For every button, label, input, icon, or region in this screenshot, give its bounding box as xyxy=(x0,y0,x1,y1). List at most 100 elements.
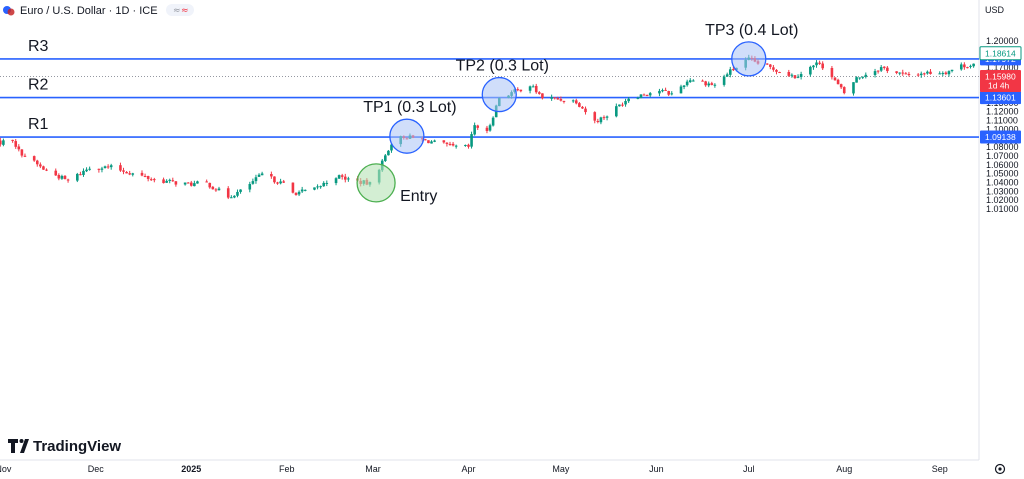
candle-down xyxy=(45,168,48,172)
candle-body xyxy=(938,73,942,75)
candle-body xyxy=(325,182,329,184)
candle-body xyxy=(337,175,341,179)
candle-down xyxy=(140,170,144,177)
candle-up xyxy=(858,77,861,80)
candle-body xyxy=(972,63,975,67)
candle-body xyxy=(602,117,606,119)
candle-down xyxy=(775,69,778,75)
tp-label: TP1 (0.3 Lot) xyxy=(363,99,456,116)
candle-body xyxy=(97,168,101,170)
candle-up xyxy=(688,78,692,83)
candle-body xyxy=(534,85,538,93)
candle-body xyxy=(488,125,492,131)
candle-body xyxy=(334,178,338,184)
candle-up xyxy=(297,190,301,197)
candle-body xyxy=(947,71,951,75)
candle-body xyxy=(707,83,711,86)
candle-down xyxy=(562,100,566,104)
candle-body xyxy=(485,127,489,131)
indicator-toggle-icon[interactable]: ≈ ≈ xyxy=(166,4,194,16)
candle-body xyxy=(454,145,458,147)
candle-body xyxy=(189,182,193,186)
candle-down xyxy=(442,140,446,144)
candle-body xyxy=(550,97,553,99)
candle-down xyxy=(11,139,14,143)
candle-body xyxy=(384,155,387,161)
candle-down xyxy=(171,177,175,182)
candle-down xyxy=(516,87,520,92)
candle-body xyxy=(618,104,621,107)
candle-up xyxy=(217,186,221,191)
candle-up xyxy=(491,116,495,127)
candle-up xyxy=(692,79,695,82)
candle-body xyxy=(658,90,661,94)
candle-up xyxy=(571,99,575,103)
candle-body xyxy=(100,168,104,170)
price-tick-label: 1.06000 xyxy=(986,160,1019,170)
candle-body xyxy=(143,175,147,177)
candle-body xyxy=(106,166,110,168)
candle-up xyxy=(196,180,199,184)
candle-body xyxy=(963,64,966,68)
time-tick-label: Dec xyxy=(88,464,105,474)
level-label-r2: R2 xyxy=(28,77,49,94)
price-tick-label: 1.11000 xyxy=(986,116,1018,126)
time-tick-label: May xyxy=(552,464,570,474)
candle-down xyxy=(966,66,969,69)
candle-down xyxy=(907,71,911,77)
candle-down xyxy=(876,70,880,74)
candle-body xyxy=(710,83,714,85)
candle-down xyxy=(772,65,775,72)
candle-up xyxy=(670,91,674,96)
candle-body xyxy=(183,182,187,185)
candle-body xyxy=(79,174,82,176)
candle-body xyxy=(929,71,932,74)
candle-down xyxy=(149,177,153,181)
candle-body xyxy=(679,86,683,94)
candle-body xyxy=(211,186,215,190)
candle-up xyxy=(88,166,91,171)
candle-down xyxy=(593,111,597,124)
candle-body xyxy=(109,165,113,168)
candle-body xyxy=(599,117,603,123)
candle-down xyxy=(886,66,889,74)
candle-body xyxy=(861,76,865,78)
candle-body xyxy=(193,183,196,187)
candle-body xyxy=(793,75,797,79)
candle-down xyxy=(818,60,821,65)
current-price-tag xyxy=(979,46,1022,61)
candle-up xyxy=(682,85,686,90)
gear-icon[interactable] xyxy=(994,463,1006,475)
time-tick-label: Aug xyxy=(836,464,852,474)
last-price-tag-text: 1.15980 xyxy=(985,72,1016,82)
candle-body xyxy=(464,144,467,146)
candle-body xyxy=(470,134,473,147)
price-tick-label: 1.20000 xyxy=(986,36,1019,46)
candle-down xyxy=(664,87,667,91)
candle-body xyxy=(186,182,190,184)
candle-up xyxy=(260,171,264,176)
candle-up xyxy=(334,177,338,186)
usd-flag-icon xyxy=(7,8,15,16)
candle-body xyxy=(901,72,905,74)
candle-up xyxy=(300,186,304,194)
candle-body xyxy=(82,170,85,175)
candle-down xyxy=(162,177,165,184)
candle-up xyxy=(168,178,172,184)
price-tick-label: 1.01000 xyxy=(986,204,1019,214)
candle-up xyxy=(60,174,64,180)
candle-body xyxy=(818,62,821,64)
candle-body xyxy=(254,177,258,182)
candle-up xyxy=(938,71,942,75)
tp-label: TP3 (0.4 Lot) xyxy=(705,22,798,39)
candle-up xyxy=(316,184,319,190)
candle-down xyxy=(23,153,27,158)
time-axis[interactable]: Nov Dec 2025 Feb Mar Apr May Jun Jul Aug Sep xyxy=(0,464,948,474)
candle-down xyxy=(645,94,649,97)
candle-down xyxy=(54,168,58,176)
candle-body xyxy=(14,141,18,147)
candle-body xyxy=(433,140,436,142)
candle-up xyxy=(430,140,433,144)
candle-body xyxy=(688,80,692,83)
